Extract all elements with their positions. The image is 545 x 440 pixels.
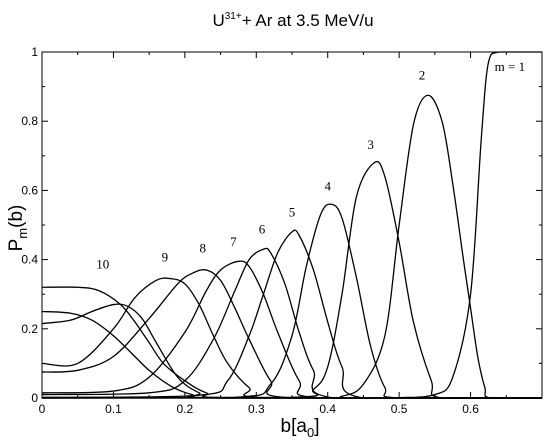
x-tick-label: 0.5	[391, 402, 408, 416]
y-tick-label: 1	[31, 45, 38, 59]
x-axis-title-sub: 0	[307, 425, 314, 440]
curve-label: 2	[419, 68, 426, 83]
curve-8	[41, 269, 542, 399]
y-tick-label: 0.6	[21, 183, 38, 197]
chart-title: U31++ Ar at 3.5 MeV/u	[212, 11, 373, 30]
probability-curves	[41, 51, 542, 399]
y-tick-label: 0.2	[21, 322, 38, 336]
curve-label: 4	[324, 178, 331, 193]
y-axis-title: Pm(b)	[6, 205, 30, 252]
curve-label: 6	[259, 222, 266, 237]
x-axis-title-base: b[a	[281, 416, 308, 437]
curve-4	[41, 203, 542, 399]
title-projectile: U	[212, 11, 224, 30]
curve-unlabeled-11	[41, 303, 542, 399]
curve-7	[41, 260, 542, 399]
x-tick-label: 0	[39, 402, 46, 416]
y-tick-label: 0	[31, 391, 38, 405]
curve-label: 7	[230, 234, 237, 249]
title-charge: 31+	[225, 11, 242, 22]
title-rest: + Ar at 3.5 MeV/u	[242, 11, 374, 30]
curve-5	[41, 229, 542, 399]
curve-9	[41, 277, 542, 399]
curve-label: 3	[367, 137, 374, 152]
x-axis-ticks: 0 0.1 0.2 0.3 0.4 0.5 0.6	[39, 52, 507, 416]
x-axis-title-close: ]	[314, 416, 319, 437]
curve-labels: m = 1 2 3 4 5 6 7 8 9 10	[96, 59, 525, 271]
curve-label: 10	[96, 256, 109, 271]
curve-label: m = 1	[495, 59, 525, 74]
curve-6	[41, 247, 542, 399]
y-axis-title-base: P	[6, 239, 27, 252]
x-tick-label: 0.3	[248, 402, 265, 416]
x-axis-title: b[a0]	[281, 416, 320, 440]
y-axis-ticks: 0 0.2 0.4 0.6 0.8 1	[21, 45, 542, 405]
y-axis-title-sub: m	[15, 228, 30, 239]
curve-label: 5	[289, 204, 296, 219]
curve-label: 9	[162, 249, 169, 264]
plot-frame	[41, 51, 543, 399]
curve-3	[41, 160, 542, 399]
x-tick-label: 0.4	[319, 402, 336, 416]
curve-label: 8	[199, 241, 206, 256]
y-tick-label: 0.8	[21, 114, 38, 128]
curve-2	[42, 94, 542, 399]
curve-m1	[42, 51, 542, 399]
x-tick-label: 0.6	[462, 402, 479, 416]
y-axis-title-arg: (b)	[6, 205, 27, 228]
x-tick-label: 0.2	[177, 402, 194, 416]
y-tick-label: 0.4	[21, 253, 38, 267]
x-tick-label: 0.1	[105, 402, 122, 416]
